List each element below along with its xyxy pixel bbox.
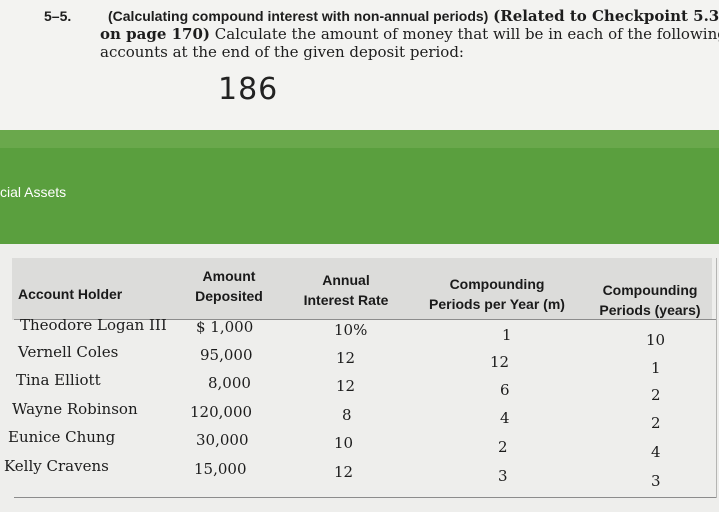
cell-periods-per-year: 12 — [490, 353, 510, 371]
header-text: Interest Rate — [303, 292, 389, 308]
header-text: Compounding — [602, 282, 698, 298]
cell-years: 2 — [651, 386, 661, 404]
cell-holder: Eunice Chung — [8, 428, 116, 446]
header-amount-deposited: Amount Deposited — [184, 266, 274, 306]
textbook-page-top: 5–5. (Calculating compound interest with… — [0, 0, 719, 130]
cell-years: 10 — [646, 331, 666, 349]
header-account-holder: Account Holder — [18, 284, 122, 304]
problem-line-1: (Calculating compound interest with non-… — [108, 8, 719, 25]
cell-periods-per-year: 4 — [500, 409, 510, 427]
cell-periods-per-year: 3 — [498, 467, 508, 485]
green-banner-stripe — [0, 130, 719, 148]
header-periods-per-year: Compounding Periods per Year (m) — [414, 274, 580, 314]
cell-amount: 95,000 — [200, 346, 253, 364]
cell-periods-per-year: 6 — [500, 381, 510, 399]
cell-rate: 12 — [336, 349, 356, 367]
cell-holder: Kelly Cravens — [4, 457, 109, 475]
table-bottom-rule — [14, 497, 716, 498]
header-text: Deposited — [195, 288, 263, 304]
table-header-background — [12, 258, 712, 320]
header-text: Compounding — [449, 276, 545, 292]
problem-instruction: Calculate the amount of money that will … — [214, 25, 719, 43]
cell-rate: 12 — [334, 463, 354, 481]
cell-amount: 8,000 — [208, 374, 251, 392]
cell-rate: 8 — [342, 406, 352, 424]
problem-line-2: on page 170) Calculate the amount of mon… — [100, 26, 719, 43]
cell-rate: 10% — [334, 321, 368, 339]
page-number: 186 — [218, 72, 279, 107]
cell-holder: Vernell Coles — [18, 343, 119, 361]
page-reference: on page 170) — [100, 25, 211, 43]
cell-amount: 30,000 — [196, 431, 249, 449]
cell-rate: 10 — [334, 434, 354, 452]
problem-reference: (Related to Checkpoint 5.3 — [493, 7, 719, 25]
cell-periods-per-year: 1 — [502, 326, 512, 344]
header-text: Periods per Year (m) — [429, 296, 565, 312]
green-banner-label: cial Assets — [0, 184, 67, 200]
problem-line-3: accounts at the end of the given deposit… — [100, 43, 464, 61]
header-text: Periods (years) — [599, 302, 701, 318]
cell-years: 4 — [651, 443, 661, 461]
table-edge — [716, 258, 717, 498]
cell-years: 3 — [651, 472, 661, 490]
header-rule — [14, 319, 716, 320]
cell-amount: 120,000 — [190, 403, 253, 421]
green-banner: cial Assets — [0, 130, 719, 244]
cell-rate: 12 — [336, 377, 356, 395]
cell-holder: Theodore Logan III — [20, 316, 167, 334]
problem-title: (Calculating compound interest with non-… — [108, 8, 489, 24]
problem-number: 5–5. — [44, 8, 72, 24]
cell-periods-per-year: 2 — [498, 438, 508, 456]
header-text: Account Holder — [18, 286, 123, 302]
header-compounding-years: Compounding Periods (years) — [588, 280, 712, 320]
header-interest-rate: Annual Interest Rate — [294, 270, 398, 310]
cell-years: 2 — [651, 414, 661, 432]
header-text: Annual — [322, 272, 370, 288]
cell-amount: $ 1,000 — [196, 318, 254, 336]
header-text: Amount — [202, 268, 256, 284]
cell-holder: Tina Elliott — [16, 371, 101, 389]
cell-holder: Wayne Robinson — [12, 400, 138, 418]
cell-years: 1 — [651, 359, 661, 377]
cell-amount: 15,000 — [194, 460, 247, 478]
